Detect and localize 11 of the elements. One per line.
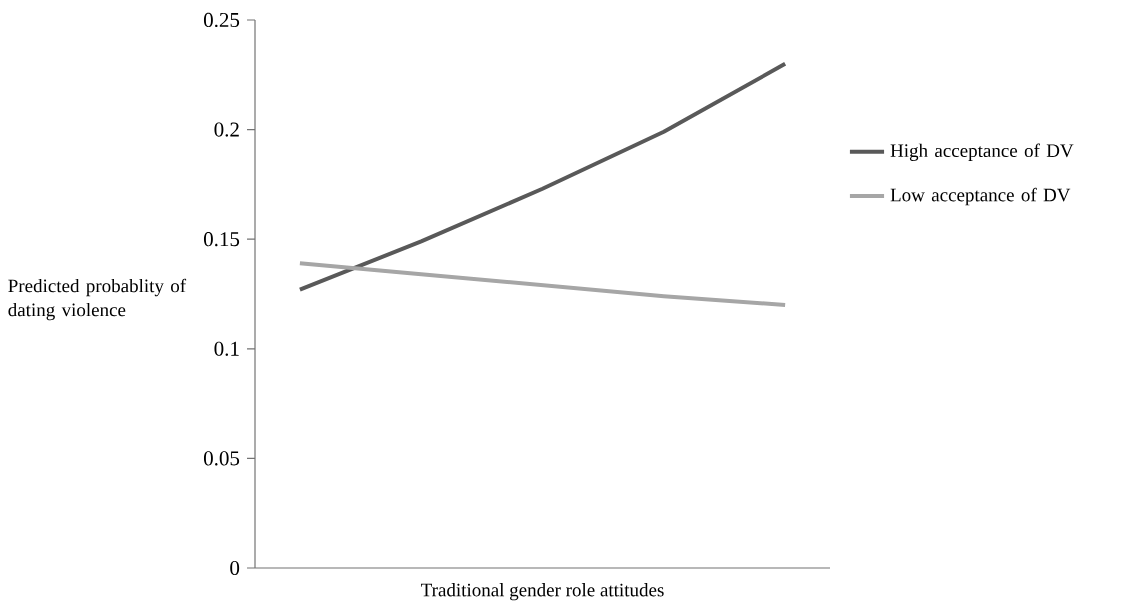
- y-tick-label: 0.2: [214, 122, 239, 137]
- legend-label: High acceptance of DV: [890, 143, 1074, 161]
- legend-label: Low acceptance of DV: [890, 187, 1071, 206]
- y-tick-label: 0.1: [214, 341, 239, 356]
- y-tick-label: 0.25: [203, 12, 240, 28]
- y-tick-label: 0: [230, 560, 240, 576]
- line-series: [297, 61, 788, 292]
- x-axis-title: Traditional gender role attitudes: [421, 583, 664, 601]
- y-axis-title: Predicted probablity of dating violence: [8, 278, 187, 321]
- y-tick-label: 0.15: [203, 232, 240, 247]
- y-tick-label: 0.05: [203, 451, 240, 466]
